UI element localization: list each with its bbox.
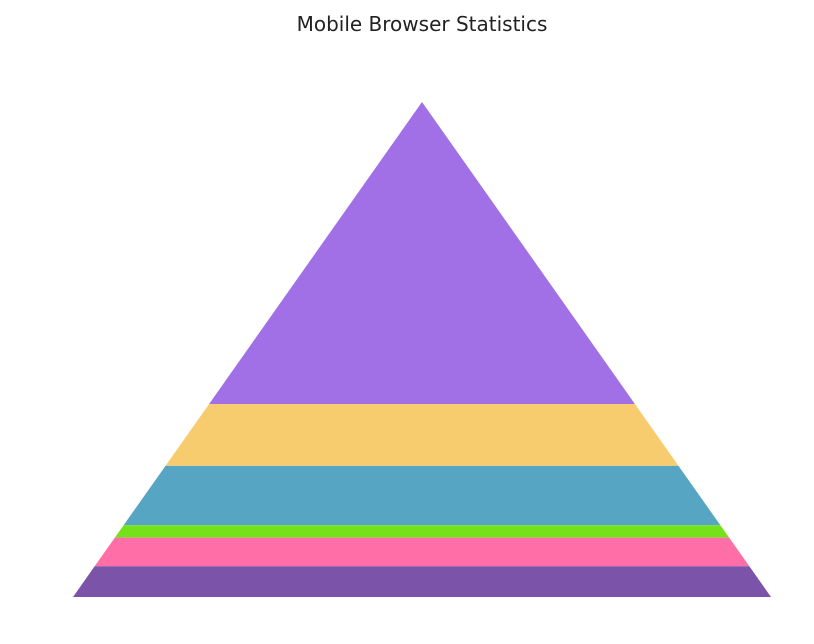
pyramid-segment-1[interactable] xyxy=(209,102,635,404)
chart-title: Mobile Browser Statistics xyxy=(296,12,548,36)
pyramid-segment-3[interactable] xyxy=(123,465,721,526)
pyramid-segment-2[interactable] xyxy=(165,403,679,466)
pyramid-segment-5[interactable] xyxy=(94,537,750,567)
pyramid-segment-6[interactable] xyxy=(73,566,771,597)
pyramid-segment-4[interactable] xyxy=(114,525,730,538)
